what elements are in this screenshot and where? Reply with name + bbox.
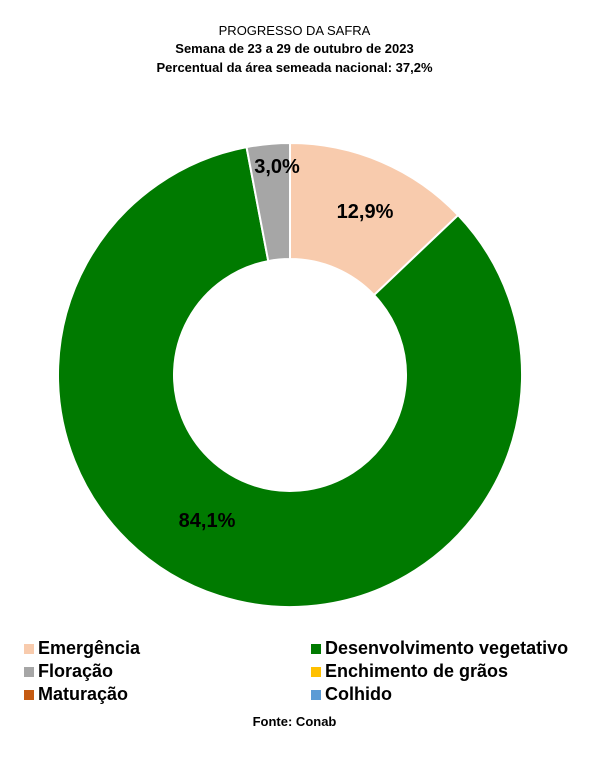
- legend-item-enchimento-de-gr-os: Enchimento de grãos: [311, 661, 508, 682]
- donut-chart: 12,9% 84,1% 3,0%: [57, 141, 523, 608]
- legend-label: Enchimento de grãos: [325, 661, 509, 681]
- legend-swatch: [24, 643, 34, 654]
- legend-item-matura-o: Maturação: [24, 684, 128, 705]
- legend-swatch: [311, 666, 321, 677]
- legend-label: Colhido: [325, 684, 392, 704]
- legend-swatch: [311, 643, 321, 654]
- legend-label: Desenvolvimento vegetativo: [325, 638, 569, 658]
- legend-swatch: [311, 689, 321, 700]
- legend-swatch: [24, 666, 34, 677]
- chart-title-block: PROGRESSO DA SAFRA Semana de 23 a 29 de …: [0, 22, 589, 77]
- data-label-flora-o: 3,0%: [254, 156, 300, 178]
- data-label-emerg-ncia: 12,9%: [337, 201, 394, 223]
- chart-subtitle: Semana de 23 a 29 de outubro de 2023: [175, 41, 414, 56]
- legend-label: Maturação: [38, 684, 129, 704]
- legend-swatch: [24, 689, 34, 700]
- chart-title: PROGRESSO DA SAFRA: [218, 23, 371, 38]
- legend-item-flora-o: Floração: [24, 661, 113, 682]
- slice-desenvolvimento-vegetativo: [57, 145, 523, 608]
- slice-flora-o: [245, 141, 291, 263]
- chart-subtitle-2: Percentual da área semeada nacional: 37,…: [156, 60, 433, 75]
- data-label-desenvolvimento-vegetativo: 84,1%: [179, 510, 236, 532]
- legend-label: Emergência: [38, 638, 141, 658]
- legend-item-colhido: Colhido: [311, 684, 392, 705]
- source-note: Fonte: Conab: [252, 714, 337, 729]
- legend-item-desenvolvimento-vegetativo: Desenvolvimento vegetativo: [311, 638, 568, 659]
- legend-label: Floração: [38, 661, 114, 681]
- legend-item-emerg-ncia: Emergência: [24, 638, 140, 659]
